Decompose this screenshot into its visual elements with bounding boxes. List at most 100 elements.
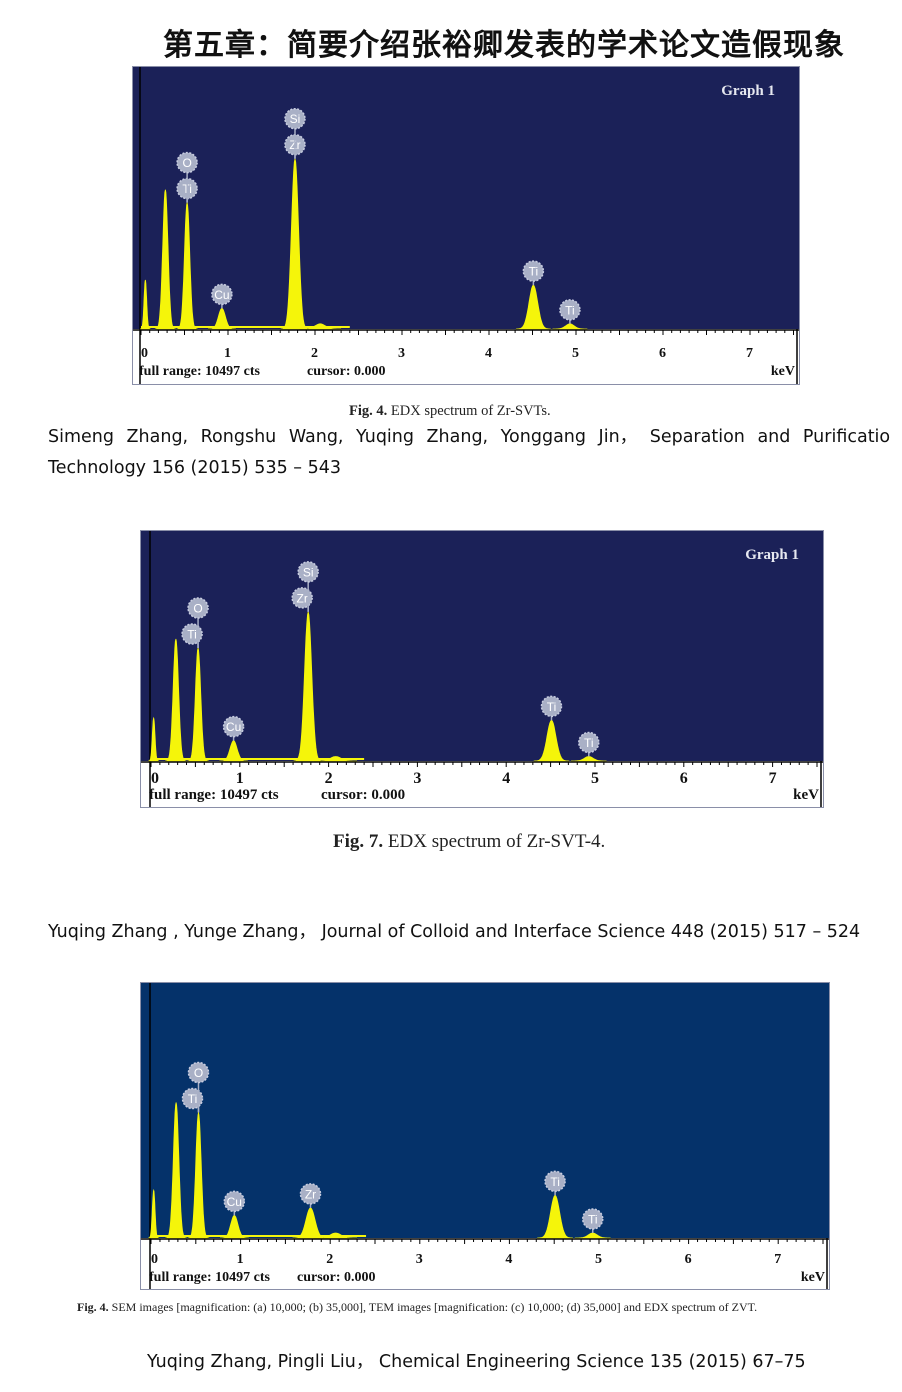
x-tick-label: 4 [505,1252,512,1267]
full-range-readout: full range: 10497 cts [149,1270,270,1285]
chart-svg: Ti O Cu Zr Ti Ti 0 1 2 3 4 5 6 7 full range: 10497 cts… [141,983,829,1289]
spectrum-peak [533,719,570,762]
element-label: Si [303,565,314,579]
spectrum-peak [537,1194,574,1239]
figure-caption-1: Fig. 4. EDX spectrum of Zr-SVTs. [349,403,551,420]
spectrum-peak [176,202,198,330]
x-tick-label: 3 [416,1252,423,1267]
x-tick-label: 3 [398,346,405,361]
citation-1-line-2: Technology 156 (2015) 535 – 543 [48,458,341,478]
spectrum-peak [219,740,248,762]
badge-circle [223,1190,246,1213]
figure-caption-label: Fig. 4. [349,403,388,419]
spectrum-peak [574,1232,611,1239]
element-label: O [194,1066,203,1080]
badge-circle [222,715,245,738]
element-label: Ti [547,700,557,714]
badge-circle [540,695,563,718]
figure-caption-text: EDX spectrum of Zr-SVTs. [390,403,551,419]
badge-circle [522,260,545,282]
x-tick-label: 5 [595,1252,602,1267]
badge-circle [284,107,306,130]
x-axis-unit-label: keV [771,364,795,379]
element-label-badge: Ti [540,695,563,721]
element-label: Ti [550,1175,560,1189]
x-tick-label: 7 [769,770,777,787]
graph-title: Graph 1 [745,547,799,563]
x-tick-label: 6 [680,770,688,787]
spectrum-peak [165,638,187,762]
element-label-badge: O [187,1061,210,1113]
element-label-badge: Si [297,561,319,612]
element-label-badge: O [176,151,198,203]
x-tick-label: 5 [572,346,579,361]
element-label: O [193,602,202,616]
x-tick-label: 2 [311,346,318,361]
x-tick-label: 5 [591,770,599,787]
spectrum-peak [314,1232,358,1239]
spectrum-peak [219,1214,249,1239]
badge-circle [181,623,203,645]
figure-caption-3: Fig. 4. SEM images [magnification: (a) 1… [77,1300,757,1315]
spectrum-peak [571,756,607,762]
plot-background [141,983,829,1238]
badge-circle [187,597,209,619]
x-tick-label: 6 [659,346,666,361]
figure-caption-label: Fig. 4. [77,1300,109,1314]
element-label-badge: Ti [559,299,581,324]
spectrum-peak [187,647,209,762]
element-label: Zr [305,1187,316,1201]
citation-3: Yuqing Zhang, Pingli Liu， Chemical Engin… [147,1352,806,1372]
citation-1-line-1: Simeng Zhang, Rongshu Wang, Yuqing Zhang… [48,427,891,447]
x-tick-label: 4 [485,346,492,361]
x-tick-label: 6 [685,1252,692,1267]
element-label: O [182,156,191,170]
graph-title: Graph 1 [721,83,775,99]
x-tick-label: 0 [141,346,148,361]
element-label-badge: Cu [222,715,245,741]
figure-caption-label: Fig. 7. [333,831,384,852]
element-label-badge: Ti [581,1208,604,1233]
figure-caption-text: SEM images [magnification: (a) 10,000; (… [111,1300,758,1314]
cursor-readout: cursor: 0.000 [297,1270,376,1285]
badge-circle [176,151,198,174]
element-label: Ti [529,265,539,279]
x-tick-label: 3 [413,770,421,787]
x-tick-label: 0 [151,1252,158,1267]
x-tick-label: 4 [502,770,510,787]
badge-circle [187,1061,210,1084]
badge-circle [544,1170,566,1193]
page-title: 第五章：简要介绍张裕卿发表的学术论文造假现象 [163,28,845,63]
element-label-badge: Si [284,107,306,159]
element-label: Ti [188,1092,198,1106]
element-label-badge: Zr [299,1183,322,1208]
spectrum-peak [207,307,236,330]
spectrum-peak [165,1102,187,1239]
x-tick-label: 0 [151,770,159,787]
element-label: Cu [227,1195,242,1209]
element-label: Ti [584,736,594,750]
element-label-badge: Ti [522,260,545,286]
spectrum-peak [187,1112,210,1239]
cursor-readout: cursor: 0.000 [321,787,405,803]
element-label-badge: Ti [544,1170,566,1196]
spectrum-peak [299,323,342,330]
edx-spectrum-chart-2: Ti O Cu Zr Si Ti Ti 0 1 2 3 4 5 6 7 full range: 10497 c… [140,530,824,808]
x-tick-label: 2 [325,770,333,787]
citation-2: Yuqing Zhang , Yunge Zhang， Journal of C… [48,922,861,942]
element-label: Ti [565,303,575,317]
element-label: Ti [588,1212,598,1226]
full-range-readout: full range: 10497 cts [149,787,279,803]
element-label-badge: Zr [291,587,313,612]
spectrum-peak [148,716,159,762]
x-tick-label: 1 [236,770,244,787]
plot-background [141,531,823,761]
x-tick-label: 7 [746,346,753,361]
cursor-readout: cursor: 0.000 [307,364,386,379]
element-label-badge: Ti [578,731,600,757]
figure-caption-2: Fig. 7. EDX spectrum of Zr-SVT-4. [333,831,605,853]
axis-panel [133,329,799,384]
badge-circle [578,731,600,754]
element-label: Cu [226,720,241,734]
